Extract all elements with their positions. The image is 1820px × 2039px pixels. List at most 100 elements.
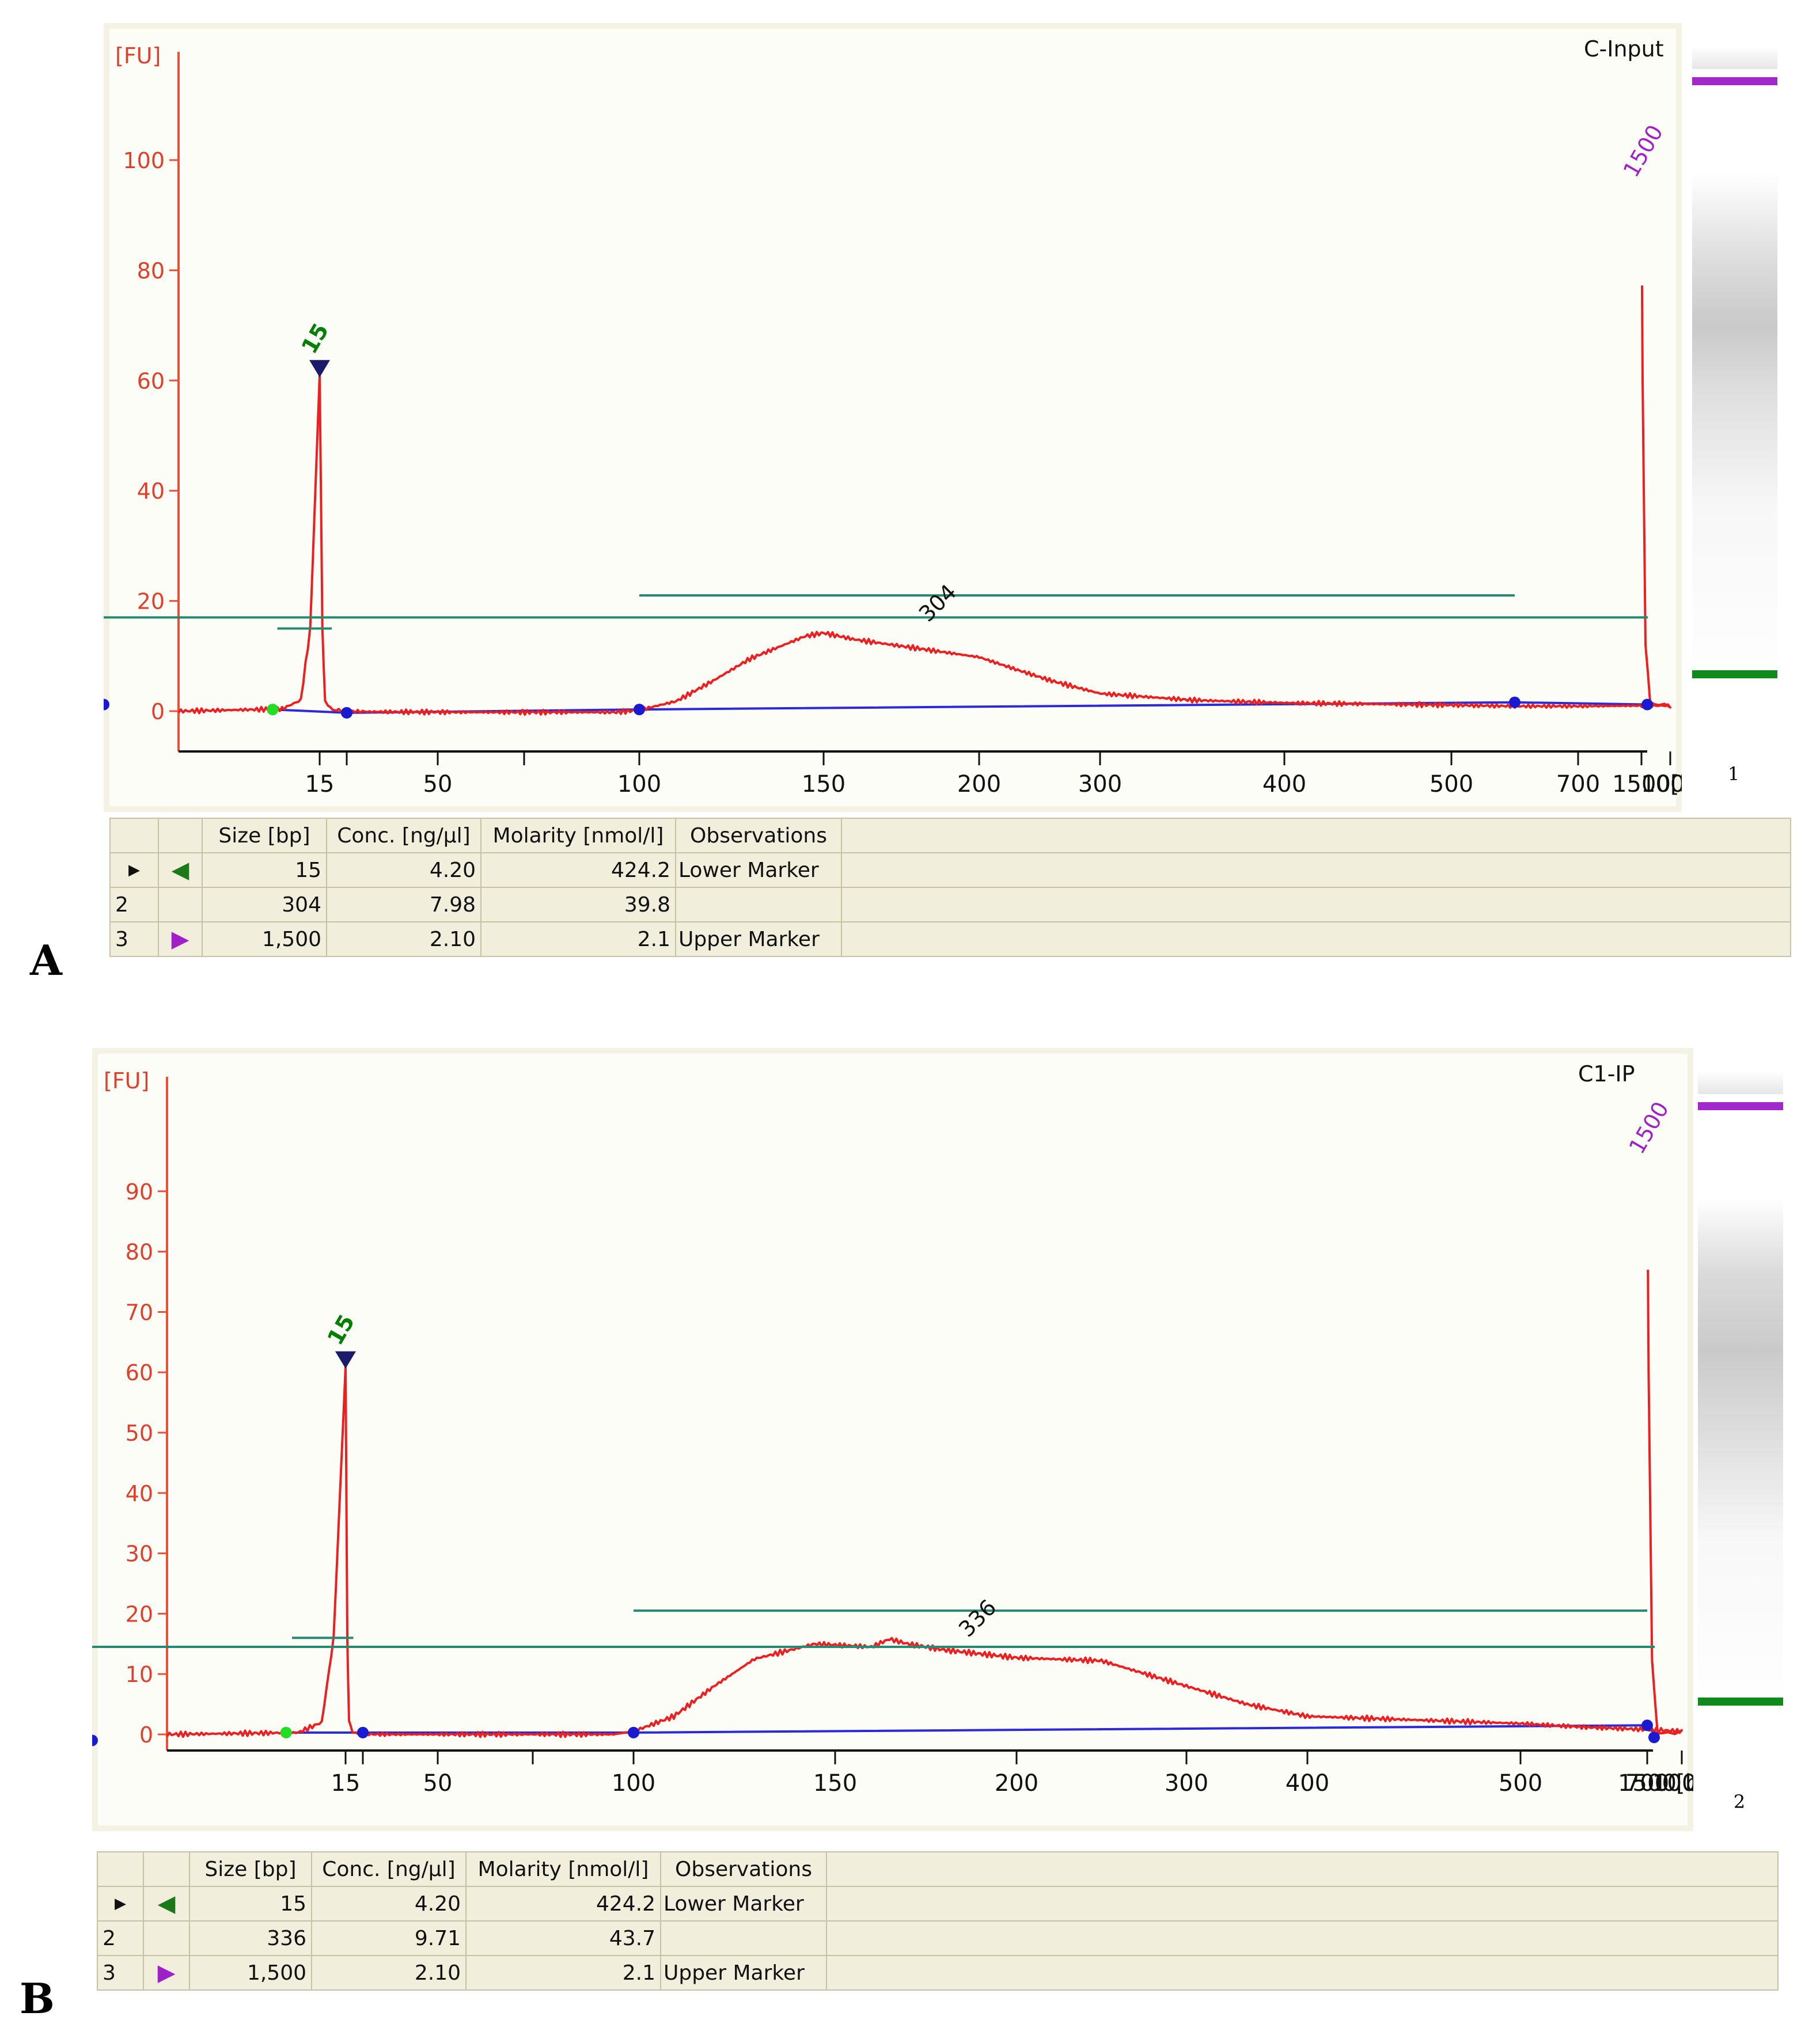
table-row[interactable]: 3 ▶ 1,500 2.10 2.1 Upper Marker: [109, 921, 1791, 957]
molarity-cell: 424.2: [465, 1886, 661, 1922]
x-tick-label: 200: [957, 771, 1001, 798]
baseline-dot: [1641, 1719, 1653, 1732]
panel-label-b: B: [20, 1974, 55, 2023]
y-tick-label: 100: [123, 148, 165, 173]
observation-cell: Upper Marker: [675, 921, 842, 957]
size-cell: 336: [189, 1920, 312, 1956]
molarity-cell: 39.8: [480, 887, 676, 922]
col-size: Size [bp]: [202, 818, 327, 853]
y-tick-label: 20: [126, 1601, 153, 1627]
x-tick-label: 400: [1262, 771, 1306, 798]
molarity-cell: 2.1: [480, 921, 676, 957]
x-tick-label: 1000: [1652, 1770, 1693, 1797]
baseline-dot: [341, 707, 352, 719]
conc-cell: 7.98: [326, 887, 481, 922]
baseline-dot: [104, 698, 109, 711]
y-tick-label: 90: [126, 1179, 153, 1205]
region-start-dot: [267, 704, 279, 716]
x-tick-label: 200: [995, 1770, 1038, 1797]
baseline-dot: [628, 1726, 639, 1738]
table-row[interactable]: 3 ▶ 1,500 2.10 2.1 Upper Marker: [97, 1955, 1779, 1991]
x-unit-label: [bp]: [1676, 1770, 1693, 1797]
col-empty: [826, 1851, 1779, 1887]
x-tick-label: 1500: [1612, 771, 1671, 798]
x-tick-label: 100: [612, 1770, 655, 1797]
lower-marker-band: [1692, 670, 1777, 678]
y-tick-label: 0: [151, 699, 165, 724]
row-selector-arrow[interactable]: ▶: [97, 1886, 144, 1922]
x-tick-label: 500: [1499, 1770, 1542, 1797]
x-tick-label: 700: [1556, 771, 1600, 798]
size-cell: 304: [202, 887, 327, 922]
table-header-row: Size [bp] Conc. [ng/µl] Molarity [nmol/l…: [97, 1851, 1779, 1887]
y-axis-label: [FU]: [115, 43, 161, 69]
y-tick-label: 0: [139, 1722, 153, 1748]
baseline-dot: [1648, 1732, 1660, 1744]
observation-cell: Lower Marker: [675, 852, 842, 888]
observation-cell: [660, 1920, 827, 1956]
y-tick-label: 40: [126, 1481, 153, 1506]
size-cell: 1,500: [202, 921, 327, 957]
x-tick-label: 1000: [1641, 771, 1682, 798]
y-tick-label: 60: [126, 1360, 153, 1385]
lower-marker-band: [1698, 1698, 1783, 1706]
upper-marker-icon: ▶: [143, 1955, 190, 1991]
y-tick-label: 80: [137, 258, 165, 283]
table-row[interactable]: 2 336 9.71 43.7: [97, 1920, 1779, 1956]
x-tick-label: 100: [617, 771, 661, 798]
conc-cell: 4.20: [311, 1886, 467, 1922]
gel-lane-a: 1: [1688, 35, 1780, 800]
table-header-row: Size [bp] Conc. [ng/µl] Molarity [nmol/l…: [109, 818, 1791, 853]
baseline-dot: [1509, 696, 1521, 708]
col-size: Size [bp]: [189, 1851, 312, 1887]
size-cell: 1,500: [189, 1955, 312, 1991]
electropherogram-a: [FU] C-Input 0 20 40 60 80 100 15 50 100 150 200 300 4…: [104, 23, 1682, 812]
plot-canvas: [98, 1054, 1688, 1825]
y-tick-label: 60: [137, 369, 165, 394]
col-indicator: [109, 818, 159, 853]
row-selector-arrow[interactable]: ▶: [109, 852, 159, 888]
lower-marker-icon: ◀: [143, 1886, 190, 1922]
observation-cell: Upper Marker: [660, 1955, 827, 1991]
y-tick-label: 50: [126, 1421, 153, 1446]
electropherogram-b: [FU] C1-IP 0 10 20 30 40 50 60 70 80 90 15 50 100 150 20…: [92, 1048, 1693, 1831]
molarity-cell: 424.2: [480, 852, 676, 888]
x-tick-label: 700: [1625, 1770, 1669, 1797]
y-axis-label: [FU]: [104, 1068, 149, 1093]
peak-table-a: Size [bp] Conc. [ng/µl] Molarity [nmol/l…: [109, 818, 1791, 957]
x-tick-label: 50: [423, 1770, 453, 1797]
table-row[interactable]: ▶ ◀ 15 4.20 424.2 Lower Marker: [109, 852, 1791, 888]
col-marker: [158, 818, 203, 853]
y-tick-label: 30: [126, 1541, 153, 1567]
baseline-dot: [92, 1734, 98, 1746]
row-number: 3: [97, 1955, 144, 1991]
y-tick-label: 20: [137, 589, 165, 614]
baseline-dot: [357, 1726, 369, 1738]
molarity-cell: 43.7: [465, 1920, 661, 1956]
table-row[interactable]: ▶ ◀ 15 4.20 424.2 Lower Marker: [97, 1886, 1779, 1922]
row-number: 2: [109, 887, 159, 922]
col-empty: [841, 818, 1791, 853]
electropherogram-trace: [177, 285, 1671, 716]
table-row[interactable]: 2 304 7.98 39.8: [109, 887, 1791, 922]
x-tick-label: 15: [305, 771, 335, 798]
size-cell: 15: [202, 852, 327, 888]
electropherogram-trace: [166, 1270, 1683, 1738]
x-tick-label: 1500: [1618, 1770, 1677, 1797]
x-tick-label: 15: [331, 1770, 361, 1797]
x-unit-label: [bp]: [1670, 771, 1682, 798]
col-observations: Observations: [675, 818, 842, 853]
panel-label-a: A: [30, 936, 62, 985]
x-tick-label: 500: [1430, 771, 1473, 798]
x-tick-label: 150: [813, 1770, 857, 1797]
y-tick-label: 80: [126, 1240, 153, 1265]
plot-canvas: [109, 29, 1676, 806]
conc-cell: 2.10: [326, 921, 481, 957]
x-tick-label: 300: [1165, 1770, 1208, 1797]
gel-lane-number: 2: [1733, 1791, 1746, 1813]
upper-marker-icon: ▶: [158, 921, 203, 957]
lower-marker-icon: ◀: [158, 852, 203, 888]
col-marker: [143, 1851, 190, 1887]
col-conc: Conc. [ng/µl]: [311, 1851, 467, 1887]
observation-cell: [675, 887, 842, 922]
